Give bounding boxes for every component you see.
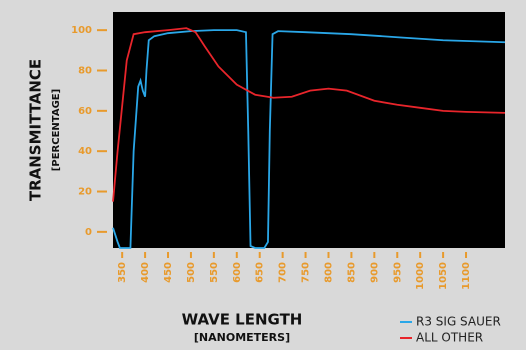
y-tick-label: 20	[78, 187, 92, 198]
y-tick-label: 100	[71, 25, 92, 36]
x-tick-label: 900	[369, 262, 380, 283]
x-tick-label: 500	[186, 262, 197, 283]
x-tick-label: 400	[140, 262, 151, 283]
x-tick-label: 350	[117, 262, 128, 283]
x-tick-label: 750	[301, 262, 312, 283]
x-tick-label: 600	[232, 262, 243, 283]
legend-label: ALL OTHER	[416, 331, 483, 345]
y-tick-label: 60	[78, 106, 92, 117]
x-tick-label: 1000	[415, 262, 426, 290]
x-tick-label: 700	[278, 262, 289, 283]
x-tick-label: 950	[392, 262, 403, 283]
y-axis-sublabel: [PERCENTAGE]	[51, 89, 62, 171]
x-tick-label: 550	[209, 262, 220, 283]
y-tick-label: 0	[85, 227, 92, 238]
series-line	[112, 29, 506, 249]
y-tick-label: 40	[78, 146, 92, 157]
x-axis-sublabel: [NANOMETERS]	[194, 331, 290, 344]
plot-area	[113, 12, 505, 248]
legend-label: R3 SIG SAUER	[416, 315, 501, 329]
x-tick-label: 650	[255, 262, 266, 283]
x-tick-label: 1050	[438, 262, 449, 290]
x-tick-label: 850	[346, 262, 357, 283]
series-line	[112, 27, 506, 202]
x-tick-label: 1100	[461, 262, 472, 290]
y-tick-label: 80	[78, 65, 92, 76]
x-axis-label: WAVE LENGTH	[182, 311, 303, 329]
x-tick-label: 450	[163, 262, 174, 283]
y-axis-label: TRANSMITTANCE	[27, 59, 45, 201]
x-tick-label: 800	[323, 262, 334, 283]
